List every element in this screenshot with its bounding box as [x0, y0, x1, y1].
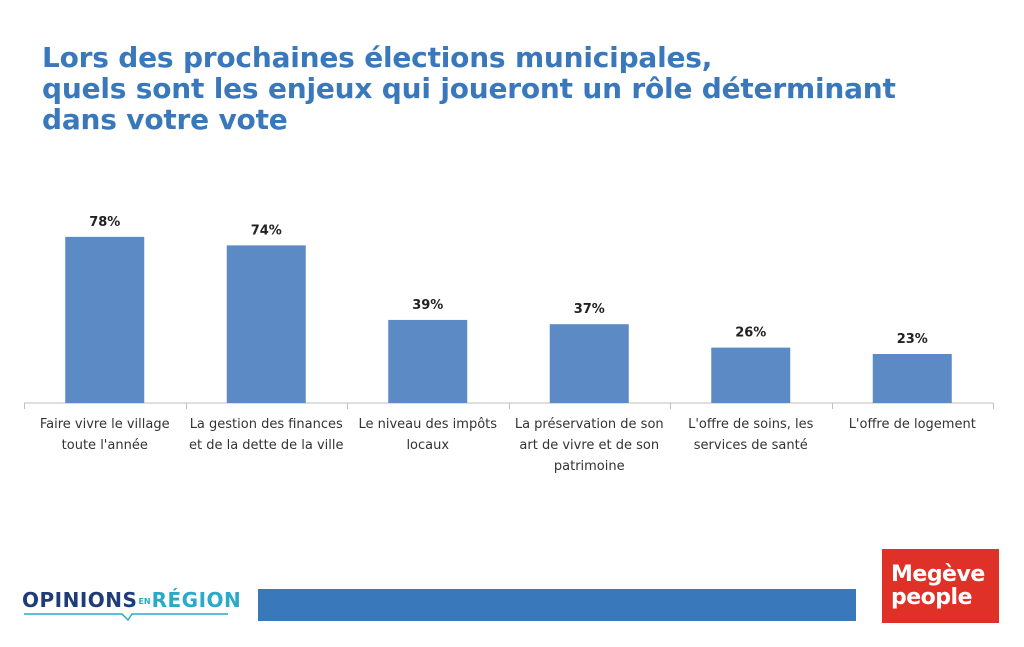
- title-line-1: Lors des prochaines élections municipale…: [42, 41, 713, 74]
- bar-chart: 78% Faire vivre le village toute l'année 74…: [24, 215, 994, 474]
- speech-bubble-underline-icon: [24, 613, 228, 622]
- opinions-en-region-logo: OPINIONS EN RÉGION: [22, 588, 241, 628]
- logo-megeve-text: Megève: [891, 562, 985, 587]
- data-label-5: 23%: [897, 332, 928, 347]
- category-label-4: services de santé: [694, 438, 808, 453]
- bar-0: [65, 236, 145, 403]
- category-label-2: Le niveau des impôts: [358, 417, 497, 432]
- category-label-1: La gestion des finances: [190, 417, 343, 432]
- logo-people-text: people: [891, 585, 973, 610]
- title-line-2: quels sont les enjeux qui joueront un rô…: [42, 72, 896, 105]
- chart-title: Lors des prochaines élections municipale…: [42, 42, 942, 135]
- bar-5: [872, 354, 952, 403]
- bar-2: [388, 319, 468, 403]
- logo-en-text: EN: [138, 597, 151, 606]
- category-label-1: et de la dette de la ville: [189, 438, 344, 453]
- bar-3: [549, 324, 629, 403]
- logo-opinions-text: OPINIONS: [22, 588, 138, 612]
- category-label-3: art de vivre et de son: [519, 438, 659, 453]
- category-label-3: patrimoine: [554, 459, 625, 474]
- data-label-1: 74%: [251, 223, 282, 238]
- category-label-3: La préservation de son: [515, 417, 664, 432]
- data-label-3: 37%: [574, 302, 605, 317]
- megeve-people-logo: Megève people: [882, 549, 999, 623]
- data-label-4: 26%: [735, 326, 766, 341]
- bar-1: [226, 245, 306, 403]
- bar-4: [711, 347, 791, 403]
- title-line-3: dans votre vote: [42, 103, 288, 136]
- category-label-0: Faire vivre le village: [40, 417, 170, 432]
- footer-band: [258, 589, 856, 621]
- category-label-2: locaux: [406, 438, 449, 453]
- data-label-2: 39%: [412, 298, 443, 313]
- category-label-5: L'offre de logement: [849, 417, 976, 432]
- logo-region-text: RÉGION: [151, 588, 242, 612]
- category-label-4: L'offre de soins, les: [688, 417, 814, 432]
- category-label-0: toute l'année: [62, 438, 148, 453]
- data-label-0: 78%: [89, 215, 120, 230]
